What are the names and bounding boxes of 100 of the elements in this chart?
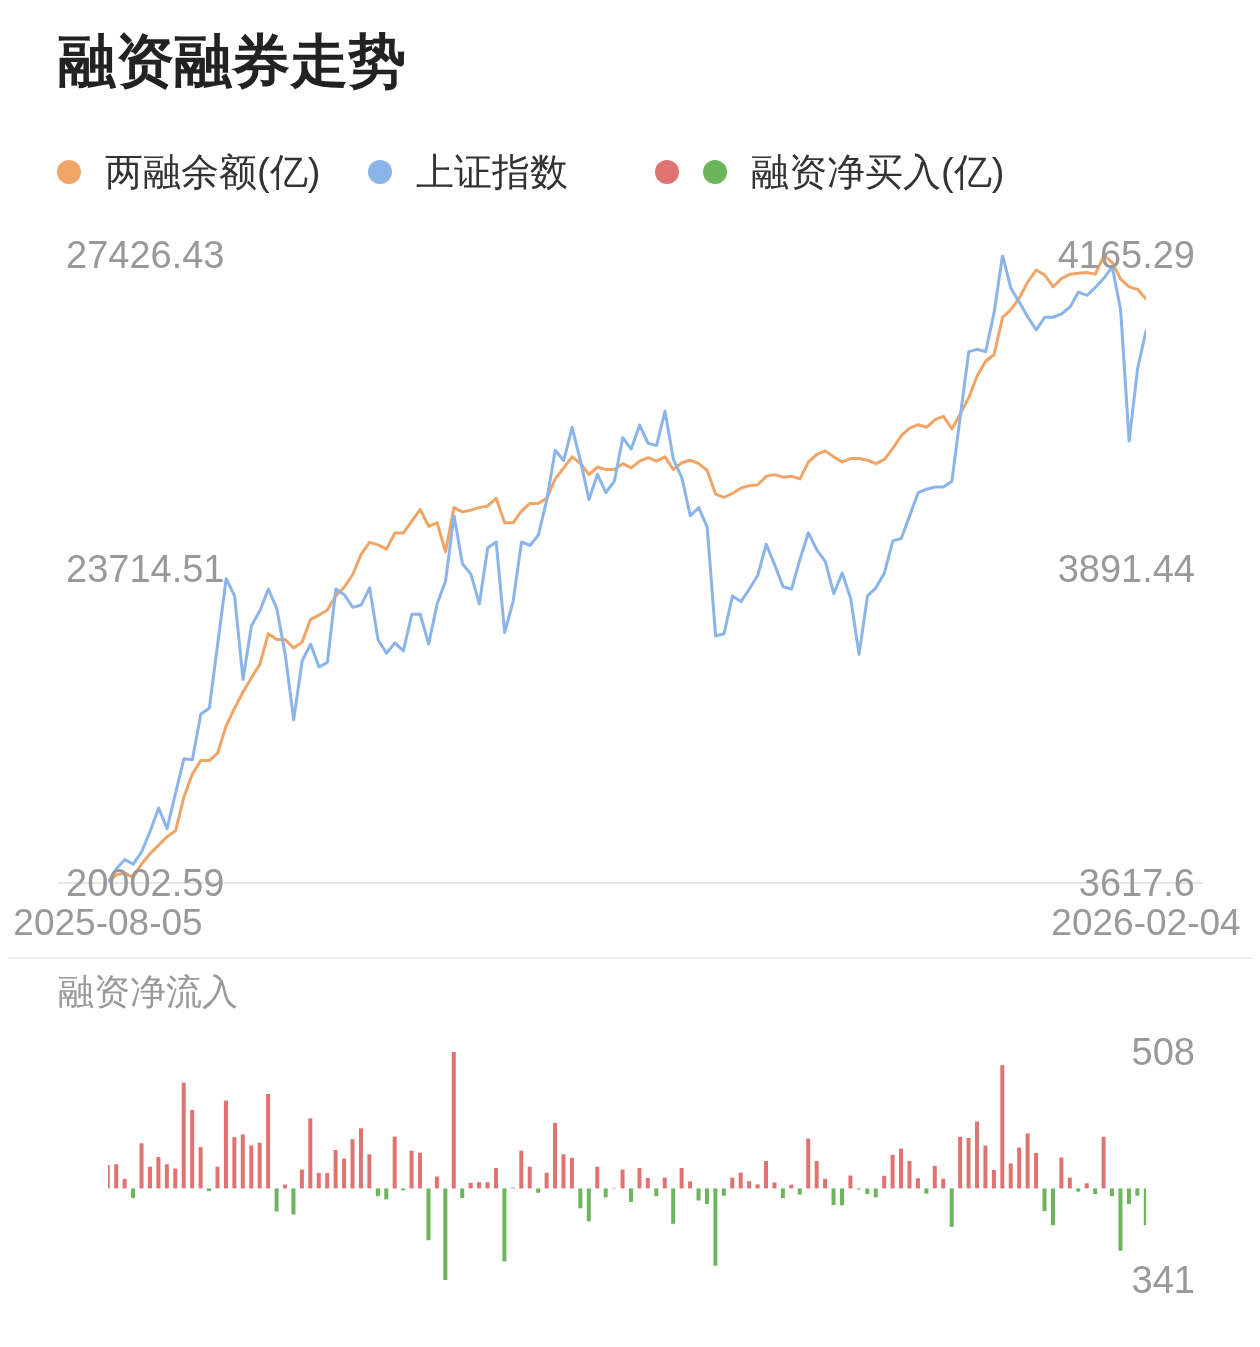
- bar: [1034, 1152, 1039, 1189]
- bar: [291, 1188, 296, 1215]
- bar: [1042, 1188, 1047, 1211]
- bar: [983, 1145, 988, 1189]
- bar: [629, 1188, 633, 1202]
- bar: [595, 1166, 600, 1189]
- bar: [207, 1188, 212, 1192]
- bar: [198, 1147, 203, 1189]
- bar: [257, 1142, 262, 1189]
- bar: [114, 1164, 119, 1189]
- bar: [173, 1168, 178, 1189]
- bar: [316, 1172, 321, 1189]
- bar: [274, 1188, 279, 1212]
- bar: [139, 1143, 144, 1189]
- bar: [418, 1152, 423, 1189]
- bar: [333, 1150, 338, 1189]
- legend-label: 上证指数: [416, 150, 569, 195]
- bar: [688, 1181, 693, 1189]
- legend-label: 两融余额(亿): [105, 150, 321, 195]
- bar: [1093, 1188, 1098, 1195]
- bar: [536, 1188, 541, 1193]
- bar: [131, 1188, 136, 1199]
- y-tick-label: 27426.43: [66, 234, 225, 277]
- bar: [553, 1122, 558, 1189]
- bar: [696, 1188, 701, 1201]
- bar: [299, 1169, 304, 1189]
- bar: [232, 1137, 237, 1189]
- y2-tick-label: 3617.6: [1078, 862, 1195, 905]
- chart-title: 融资净流入: [58, 970, 239, 1014]
- bar: [1059, 1157, 1064, 1189]
- bar: [1076, 1188, 1081, 1192]
- bar: [975, 1121, 979, 1189]
- bar: [620, 1169, 625, 1189]
- y2-tick-label: 3891.44: [1057, 548, 1195, 591]
- bar: [434, 1176, 439, 1189]
- bar: [890, 1154, 895, 1189]
- bar: [350, 1139, 355, 1189]
- bar: [586, 1188, 591, 1222]
- bar: [704, 1188, 709, 1204]
- bar: [764, 1161, 769, 1189]
- bar: [747, 1181, 752, 1189]
- bar: [654, 1188, 659, 1197]
- bar: [932, 1165, 937, 1189]
- bar: [1067, 1177, 1072, 1189]
- bar: [308, 1118, 313, 1189]
- bar: [392, 1136, 397, 1189]
- x-tick-label: 2026-02-04: [1051, 902, 1241, 944]
- bar: [409, 1150, 414, 1189]
- bar: [755, 1184, 760, 1189]
- bar: [873, 1188, 878, 1198]
- y-tick-label: 23714.51: [66, 548, 225, 591]
- bar: [814, 1161, 819, 1189]
- bar: [806, 1138, 811, 1189]
- bar: [899, 1148, 904, 1189]
- bar: [780, 1188, 785, 1199]
- bar: [1050, 1188, 1055, 1226]
- chart-title: 融资融券走势: [58, 27, 407, 94]
- bar: [477, 1182, 482, 1189]
- bar: [147, 1166, 152, 1189]
- bar: [662, 1177, 667, 1189]
- bar: [831, 1188, 836, 1206]
- bar: [1118, 1188, 1123, 1251]
- bar: [603, 1188, 608, 1198]
- bar: [181, 1082, 186, 1189]
- bar: [156, 1157, 161, 1189]
- bar: [1000, 1065, 1005, 1189]
- bar: [915, 1178, 920, 1189]
- bar: [1126, 1188, 1131, 1204]
- bar: [451, 1052, 456, 1189]
- bar: [249, 1145, 254, 1189]
- bar: [1143, 1188, 1146, 1226]
- bar: [122, 1178, 127, 1189]
- bar: [375, 1188, 380, 1197]
- bar: [164, 1164, 169, 1189]
- bar: [907, 1161, 912, 1189]
- bar: [367, 1154, 372, 1189]
- bar: [645, 1177, 650, 1189]
- bar: [865, 1188, 870, 1195]
- bar: [460, 1188, 465, 1199]
- bar: [358, 1128, 363, 1189]
- bar: [544, 1172, 549, 1189]
- bar: [223, 1100, 228, 1189]
- bar: [426, 1188, 431, 1241]
- bar: [637, 1168, 642, 1189]
- bar: [342, 1158, 347, 1189]
- bar: [215, 1166, 220, 1189]
- bar: [485, 1182, 490, 1189]
- bar: [882, 1175, 887, 1189]
- bar: [941, 1178, 946, 1189]
- y2-tick-label: 4165.29: [1057, 234, 1195, 277]
- bar: [924, 1188, 929, 1194]
- bar: [443, 1188, 448, 1280]
- bar: [679, 1168, 684, 1189]
- bar: [958, 1136, 963, 1189]
- bar: [1135, 1188, 1140, 1196]
- bar: [384, 1188, 389, 1200]
- x-tick-label: 2025-08-05: [13, 902, 203, 944]
- y-tick-label: 20002.59: [66, 862, 225, 905]
- bar: [848, 1175, 853, 1189]
- bar: [721, 1188, 726, 1196]
